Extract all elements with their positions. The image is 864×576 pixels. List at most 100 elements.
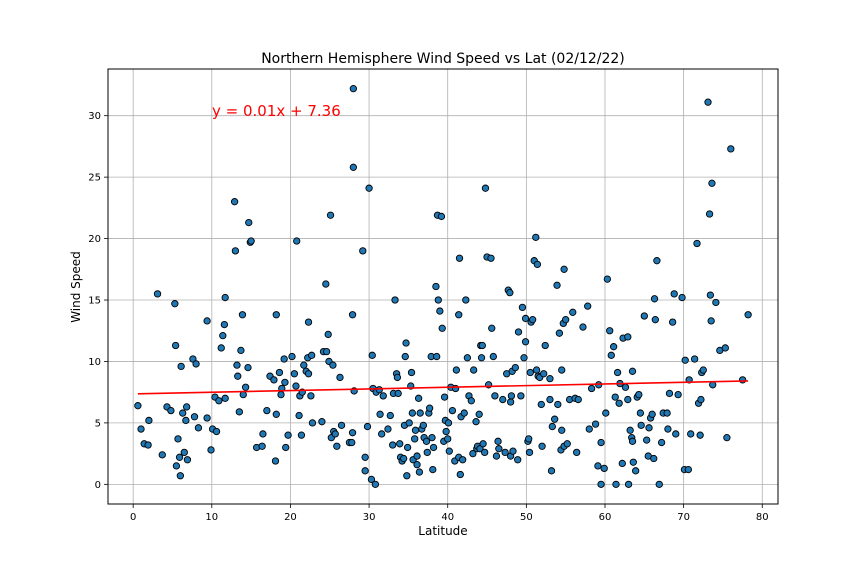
data-point: [259, 430, 267, 438]
data-point: [584, 302, 592, 310]
data-point: [389, 441, 397, 449]
data-point: [407, 368, 416, 377]
data-point: [629, 458, 637, 466]
data-point: [203, 414, 211, 422]
data-point: [611, 393, 619, 401]
data-point: [664, 425, 672, 433]
data-point: [247, 237, 255, 245]
data-point: [244, 363, 252, 372]
x-tick-label: 20: [284, 512, 297, 523]
data-point: [230, 198, 239, 206]
data-point: [467, 397, 475, 405]
data-point: [551, 415, 559, 423]
data-point: [525, 448, 534, 457]
data-point: [481, 448, 489, 457]
data-point: [176, 472, 184, 480]
data-point: [672, 430, 680, 438]
data-point: [538, 442, 546, 450]
data-point: [290, 370, 299, 378]
data-point: [326, 211, 335, 219]
data-point: [258, 442, 266, 450]
data-point: [594, 462, 602, 470]
data-point: [408, 409, 416, 417]
data-point: [668, 318, 677, 326]
data-point: [528, 316, 537, 324]
data-point: [574, 395, 582, 404]
data-point: [532, 366, 541, 374]
data-point: [517, 392, 525, 400]
data-point: [307, 392, 315, 400]
data-point: [436, 307, 444, 315]
data-point: [621, 383, 630, 391]
data-point: [693, 239, 701, 248]
data-point: [655, 480, 663, 488]
data-point: [220, 320, 229, 329]
data-point: [635, 390, 643, 399]
data-point: [705, 210, 714, 218]
y-tick-label: 30: [88, 111, 101, 122]
data-point: [704, 98, 712, 106]
data-point: [643, 436, 651, 444]
data-point: [217, 344, 225, 352]
data-point: [308, 419, 317, 427]
data-point: [331, 430, 339, 438]
data-point: [681, 356, 689, 364]
data-point: [365, 184, 373, 192]
data-point: [396, 440, 404, 448]
data-point: [562, 316, 570, 324]
data-point: [422, 437, 431, 445]
data-point: [333, 442, 341, 450]
data-point: [479, 440, 487, 448]
data-point: [175, 453, 184, 461]
data-point: [182, 403, 191, 411]
data-point: [648, 410, 656, 418]
data-point: [492, 452, 501, 460]
x-axis-ticks: 0 10 20 30 40 50 60 70 80: [130, 504, 769, 523]
data-point: [272, 410, 280, 418]
data-point: [712, 298, 720, 307]
data-point: [414, 394, 423, 402]
data-point: [573, 448, 581, 457]
data-point: [624, 395, 632, 404]
data-point: [329, 361, 337, 369]
data-point: [182, 416, 190, 425]
data-point: [579, 323, 587, 331]
data-point: [337, 421, 346, 430]
data-point: [462, 296, 470, 304]
data-point: [145, 416, 153, 425]
data-point: [626, 426, 634, 434]
data-point: [560, 265, 568, 273]
data-point: [563, 440, 571, 448]
data-point: [192, 360, 200, 368]
data-point: [533, 260, 542, 269]
data-point: [540, 370, 548, 378]
data-point: [521, 314, 530, 323]
data-point: [379, 392, 387, 400]
data-point: [440, 393, 449, 401]
data-point: [463, 354, 472, 362]
data-point: [437, 212, 446, 221]
data-point: [537, 400, 545, 409]
data-point: [678, 293, 686, 302]
data-point: [452, 366, 461, 374]
chart-title: Northern Hemisphere Wind Speed vs Lat (0…: [261, 51, 625, 67]
data-point: [507, 392, 516, 400]
data-point: [212, 427, 221, 436]
data-point: [444, 419, 453, 427]
data-point: [687, 430, 695, 438]
data-point: [650, 454, 658, 463]
data-point: [221, 394, 229, 402]
data-point: [295, 411, 303, 420]
data-point: [275, 368, 284, 377]
data-point: [411, 435, 419, 443]
data-point: [403, 472, 411, 480]
data-point: [359, 247, 367, 255]
data-point: [403, 443, 412, 452]
data-point: [708, 179, 716, 187]
data-point: [558, 426, 566, 434]
data-point: [322, 347, 331, 356]
data-point: [455, 311, 463, 319]
data-point: [367, 475, 376, 484]
